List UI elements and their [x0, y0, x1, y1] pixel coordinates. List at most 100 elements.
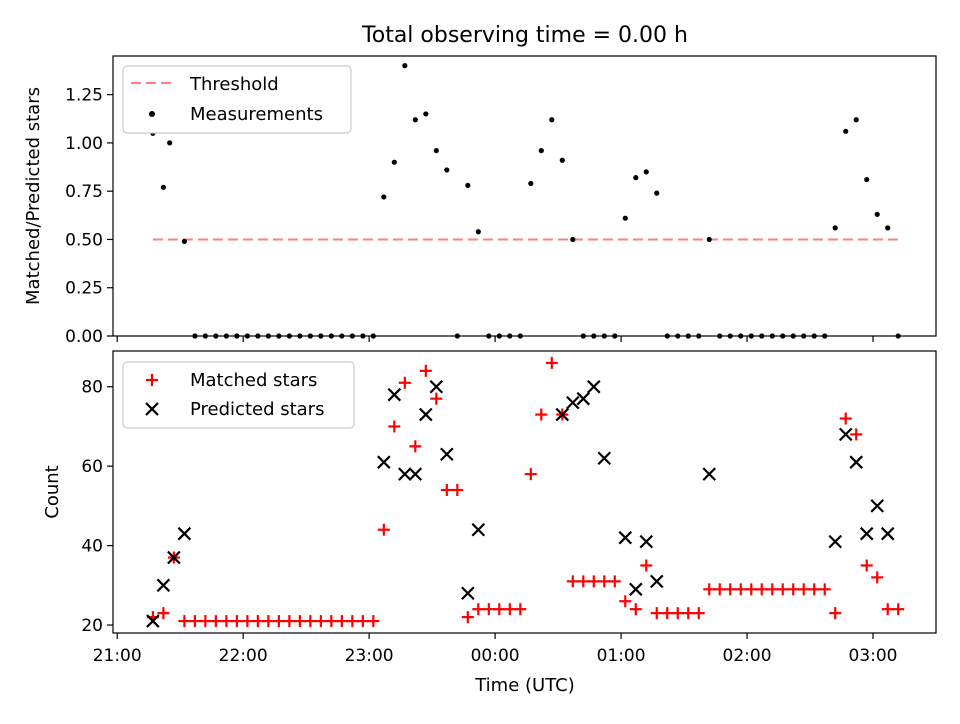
matched-star-point: [388, 420, 401, 433]
matched-star-point: [209, 615, 222, 628]
count-y-axis: 20 40 60 80: [81, 378, 113, 636]
measurement-point: [433, 148, 439, 154]
measurement-point: [633, 175, 639, 181]
matched-star-point: [472, 603, 485, 616]
matched-star-point: [314, 615, 327, 628]
matched-star-point: [409, 440, 422, 453]
measurement-point: [843, 128, 849, 134]
count-panel: 20 40 60 80 21:00 22:00 23:00 00:00 01:00 02:00 0…: [42, 350, 937, 696]
count-y-tick-label: 60: [81, 457, 103, 477]
matched-star-point: [514, 603, 527, 616]
legend-predicted-swatch: [145, 402, 159, 416]
legend-measurement-swatch: [149, 111, 155, 117]
x-tick-label: 22:00: [219, 646, 268, 666]
x-tick-label: 02:00: [723, 646, 772, 666]
matched-star-point: [545, 356, 558, 369]
matched-star-point: [881, 603, 894, 616]
count-y-tick-label: 40: [81, 537, 103, 557]
predicted-star-point: [870, 499, 884, 513]
predicted-star-point: [838, 427, 853, 442]
matched-star-point: [440, 484, 453, 497]
matched-star-point: [566, 575, 579, 588]
ratio-y-tick-label: 0.25: [65, 279, 103, 299]
matched-star-point: [839, 412, 852, 425]
matched-star-point: [713, 583, 726, 596]
matched-star-point: [587, 575, 600, 588]
predicted-star-point: [628, 582, 643, 597]
matched-star-point: [650, 607, 663, 620]
legend-threshold-label: Threshold: [189, 74, 279, 95]
measurement-point: [475, 229, 481, 235]
measurement-point: [160, 184, 166, 190]
matched-star-point: [524, 468, 537, 481]
matched-star-point: [577, 575, 590, 588]
predicted-star-points: [146, 379, 895, 628]
matched-star-point: [356, 615, 369, 628]
ratio-panel-frame: [112, 55, 937, 337]
matched-star-point: [871, 571, 884, 584]
measurement-point: [528, 180, 534, 187]
matched-star-point: [461, 611, 474, 624]
matched-star-point: [661, 607, 674, 620]
count-panel-frame: [112, 350, 937, 634]
count-legend-box: [122, 361, 355, 429]
legend-measurement-label: Measurements: [190, 104, 323, 125]
matched-star-point: [619, 595, 632, 608]
matched-star-point: [703, 583, 716, 596]
x-tick-label: 03:00: [849, 646, 898, 666]
matched-star-point: [251, 615, 264, 628]
matched-star-point: [419, 364, 432, 377]
matched-star-point: [188, 615, 201, 628]
predicted-star-point: [587, 379, 601, 394]
matched-star-point: [430, 392, 443, 405]
measurement-point: [853, 117, 859, 123]
matched-star-point: [346, 615, 359, 628]
matched-star-point: [598, 575, 611, 588]
matched-star-point: [398, 376, 411, 389]
matched-star-point: [325, 615, 338, 628]
predicted-star-point: [398, 467, 412, 481]
predicted-star-point: [156, 578, 171, 593]
measurement-point: [654, 190, 660, 196]
ratio-y-tick-label: 0.50: [65, 230, 103, 250]
matched-star-point: [262, 615, 275, 628]
predicted-star-point: [576, 391, 591, 406]
measurement-point: [832, 225, 838, 231]
matched-star-point: [304, 615, 317, 628]
predicted-star-point: [440, 447, 454, 462]
matched-star-point: [808, 583, 821, 596]
measurement-point: [412, 117, 418, 123]
matched-star-point: [787, 583, 800, 596]
predicted-star-point: [419, 407, 433, 422]
measurement-point: [167, 140, 173, 146]
measurement-point: [706, 236, 712, 243]
predicted-star-point: [849, 455, 863, 469]
matched-star-point: [493, 603, 506, 616]
matched-star-point: [755, 583, 768, 596]
count-x-ticks: 21:00 22:00 23:00 00:00 01:00 02:00 03:00: [93, 633, 898, 666]
measurement-point: [444, 167, 450, 173]
ratio-y-tick-label: 0.00: [65, 327, 103, 347]
x-tick-label: 23:00: [345, 646, 394, 666]
ratio-y-axis: 0.00 0.25 0.50 0.75 1.00 1.25: [65, 86, 113, 347]
matched-star-point: [503, 603, 516, 616]
legend-matched-label: Matched stars: [190, 370, 317, 391]
matched-star-point: [829, 607, 842, 620]
matched-star-point: [892, 603, 905, 616]
matched-star-point: [157, 607, 170, 620]
predicted-star-point: [177, 526, 192, 541]
matched-star-point: [640, 559, 653, 572]
x-axis-label: Time (UTC): [474, 675, 575, 696]
predicted-star-point: [859, 526, 874, 541]
measurement-point: [402, 63, 408, 69]
matched-star-point: [766, 583, 779, 596]
legend-matched-swatch: [146, 374, 158, 386]
matched-star-point: [272, 615, 285, 628]
matched-star-point: [199, 615, 212, 628]
ratio-y-tick-label: 1.00: [65, 134, 103, 154]
matched-star-point: [377, 523, 390, 536]
x-tick-label: 00:00: [471, 646, 520, 666]
predicted-star-point: [377, 455, 391, 469]
matched-star-point: [283, 615, 296, 628]
